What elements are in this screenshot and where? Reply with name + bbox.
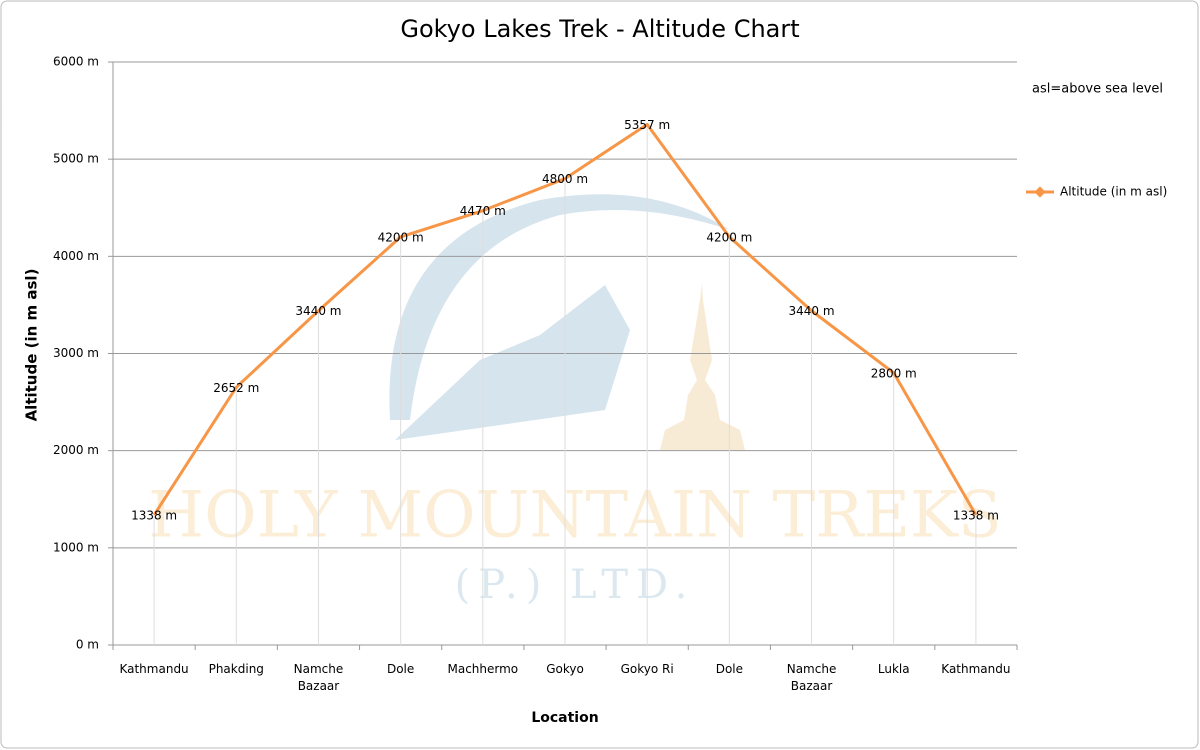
data-label: 2800 m: [871, 366, 917, 380]
legend-marker: [1034, 186, 1046, 198]
y-tick-label: 0 m: [76, 638, 99, 652]
data-label: 4200 m: [378, 230, 424, 244]
watermark-logo: [389, 194, 745, 450]
chart-title: Gokyo Lakes Trek - Altitude Chart: [400, 15, 799, 43]
watermark-text: HOLY MOUNTAIN TREKS: [148, 479, 1002, 553]
x-tick-label: Dole: [715, 662, 744, 676]
annotation: asl=above sea level: [1032, 82, 1163, 97]
watermark-subtext: (P.) LTD.: [455, 562, 696, 608]
x-tick-label: Machhermo: [447, 662, 519, 676]
x-tick-label: Kathmandu: [941, 662, 1011, 676]
x-tick-label: Kathmandu: [119, 662, 189, 676]
series-line: [152, 122, 978, 516]
x-tick-label: Gokyo Ri: [620, 662, 674, 676]
data-label: 1338 m: [131, 508, 177, 522]
data-label: 1338 m: [953, 508, 999, 522]
data-label: 4470 m: [460, 204, 506, 218]
y-tick-label: 1000 m: [53, 540, 99, 554]
legend-label: Altitude (in m asl): [1060, 185, 1167, 199]
data-label: 5357 m: [624, 118, 670, 132]
x-tick-label: Lukla: [877, 662, 910, 676]
y-tick-label: 4000 m: [53, 249, 99, 263]
x-tick-label: Gokyo: [546, 662, 584, 676]
data-label: 3440 m: [295, 304, 341, 318]
y-axis-title: Altitude (in m asl): [23, 269, 41, 422]
x-tick-label: Namche Bazaar: [293, 662, 344, 693]
y-tick-label: 5000 m: [53, 152, 99, 166]
data-label: 4200 m: [706, 230, 752, 244]
x-axis-title: Location: [531, 710, 598, 726]
x-tick-label: Namche Bazaar: [786, 662, 837, 693]
y-tick-label: 6000 m: [53, 55, 99, 69]
data-label: 4800 m: [542, 172, 588, 186]
x-tick-label: Dole: [386, 662, 415, 676]
data-label: 3440 m: [789, 304, 835, 318]
y-tick-label: 2000 m: [53, 443, 99, 457]
data-label: 2652 m: [213, 381, 259, 395]
x-tick-label: Phakding: [208, 662, 264, 676]
y-tick-label: 3000 m: [53, 346, 99, 360]
